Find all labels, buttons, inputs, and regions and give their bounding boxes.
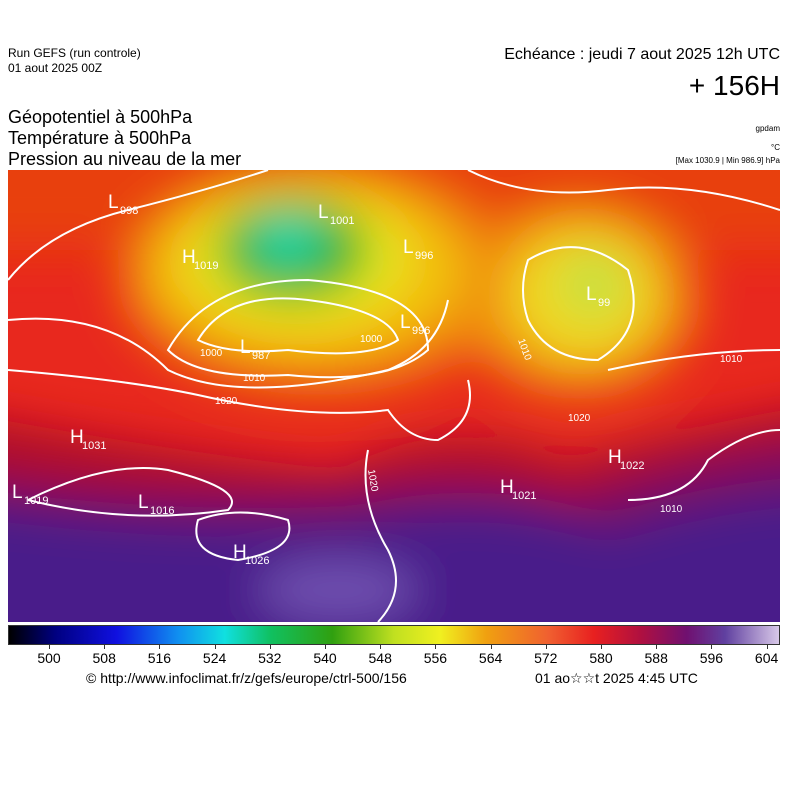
center-symbol: L (108, 192, 119, 213)
center-value: 1019 (24, 495, 48, 507)
unit: [Max 1030.9 | Min 986.9] hPa (675, 156, 780, 165)
center-symbol: L (400, 312, 411, 333)
colorbar-tick-label: 580 (589, 650, 613, 666)
colorbar-tick (214, 645, 216, 649)
isobar-label: 1010 (720, 354, 743, 365)
center-symbol: H (182, 247, 196, 268)
source: © http://www.infoclimat.fr/z/gefs/europe… (86, 670, 407, 686)
center-symbol: H (70, 427, 84, 448)
colorbar-tick (325, 645, 326, 649)
colorbar-tick (711, 645, 713, 649)
center-value: 998 (120, 205, 138, 217)
colorbar-tick (490, 645, 492, 649)
center-value: 987 (252, 350, 270, 362)
center-value: 1001 (330, 215, 354, 227)
colorbar-tick (766, 645, 768, 649)
colorbar-tick (159, 645, 161, 649)
center-value: 1026 (245, 555, 269, 567)
valid-time: Echéance : jeudi 7 aout 2025 12h UTC (504, 46, 780, 63)
center-symbol: L (12, 482, 23, 503)
colorbar-tick-label: 548 (368, 650, 392, 666)
isobar-label: 1000 (200, 348, 223, 359)
isobar-label: 1020 (365, 469, 380, 493)
field: Géopotentiel à 500hPa (8, 107, 193, 127)
colorbar-tick-label: 588 (644, 650, 668, 666)
center-value: 99 (598, 297, 610, 309)
colorbar-tick-label: 540 (313, 650, 337, 666)
colorbar-tick (269, 645, 271, 649)
center-value: 1021 (512, 490, 536, 502)
run: Run GEFS (run controle) (8, 46, 141, 60)
run-date: 01 aout 2025 00Z (8, 61, 103, 75)
colorbar-tick-label: 524 (202, 650, 227, 666)
center-symbol: L (586, 284, 597, 305)
center-symbol: H (608, 447, 622, 468)
colorbar-tick-label: 532 (258, 650, 282, 666)
colorbar-tick (656, 645, 658, 649)
center-value: 1031 (82, 440, 106, 452)
colorbar-tick (435, 645, 437, 649)
center-symbol: L (138, 492, 149, 513)
colorbar-tick (49, 645, 50, 649)
field: Température à 500hPa (8, 128, 192, 148)
center-value: 996 (415, 250, 433, 262)
colorbar-tick (380, 645, 382, 649)
isobar-label: 1020 (215, 396, 238, 407)
center-value: 1016 (150, 505, 174, 517)
colorbar (8, 625, 780, 645)
colorbar-tick-label: 508 (92, 650, 116, 666)
field: Pression au niveau de la mer (8, 149, 242, 169)
center-symbol: L (318, 202, 329, 223)
colorbar-tick-label: 500 (37, 650, 61, 666)
colorbar-tick-label: 564 (478, 650, 503, 666)
center-symbol: H (233, 542, 247, 563)
colorbar-tick-label: 516 (147, 650, 172, 666)
colorbar-tick-label: 556 (423, 650, 448, 666)
isobars (8, 170, 780, 622)
unit: °C (771, 143, 780, 152)
center-value: 996 (412, 325, 430, 337)
isobar-label: 1010 (660, 504, 683, 515)
colorbar-tick (104, 645, 106, 649)
colorbar-tick-label: 604 (754, 650, 779, 666)
center-value: 1019 (194, 260, 218, 272)
lead-time: + 156H (688, 70, 780, 101)
unit: gpdam (755, 124, 780, 133)
isobar-label: 1010 (243, 373, 266, 384)
generated: 01 ao☆☆t 2025 4:45 UTC (535, 670, 698, 686)
center-value: 1022 (620, 460, 644, 472)
temperature-field (8, 170, 780, 622)
center-symbol: L (403, 237, 414, 258)
center-symbol: L (240, 337, 251, 358)
isobar-label: 1000 (360, 334, 383, 345)
colorbar-tick (545, 645, 547, 649)
colorbar-tick-label: 596 (699, 650, 724, 666)
isobar-label: 1020 (568, 413, 591, 424)
center-symbol: H (500, 477, 514, 498)
colorbar-tick-label: 572 (534, 650, 558, 666)
colorbar-tick (601, 645, 602, 649)
